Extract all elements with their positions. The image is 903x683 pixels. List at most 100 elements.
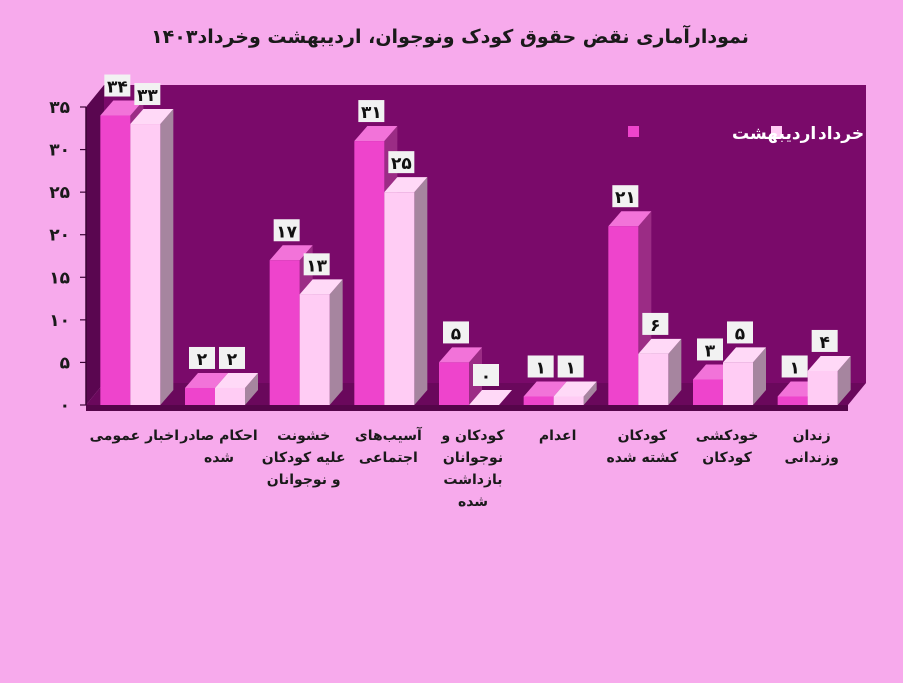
x-tick-label: خشونت علیه کودکان و نوجوانان: [262, 428, 346, 488]
data-label: ۰: [481, 367, 491, 387]
bar: [723, 362, 753, 405]
bar-group: ۲۵: [384, 151, 428, 405]
y-tick-label: ۰: [60, 396, 70, 416]
x-tick-label: اعدام: [539, 428, 577, 444]
data-label: ۳۳: [137, 86, 158, 106]
data-label-box: [358, 100, 385, 123]
bar-top: [523, 381, 567, 397]
data-label: ۳۴: [107, 78, 128, 98]
data-label-box: [612, 185, 639, 208]
y-tick-label: ۲۵: [49, 183, 70, 203]
data-label: ۲: [227, 350, 238, 370]
bar: [638, 353, 669, 405]
data-label-box: [443, 321, 469, 344]
data-label-box: [388, 151, 415, 174]
bar-top: [638, 338, 682, 354]
bar-group: ۵: [439, 321, 482, 405]
x-tick-label: خودکشی کودکان: [696, 428, 759, 466]
y-axis: ۰ ۵ ۱۰ ۱۵ ۲۰ ۲۵ ۳۰ ۳۵: [49, 98, 87, 416]
x-tick-label: اخبار عمومی: [90, 428, 179, 444]
data-label: ۵: [735, 324, 745, 344]
bar: [807, 370, 838, 405]
bar-top: [185, 372, 228, 388]
x-tick-label: کودکان کشته شده: [607, 428, 679, 466]
bar: [299, 294, 330, 405]
data-label: ۴: [819, 333, 829, 353]
y-tick-label: ۳۰: [49, 141, 70, 161]
bar-top: [439, 347, 482, 363]
bar: [608, 226, 639, 405]
bar-side: [668, 338, 682, 405]
bar-side: [753, 347, 766, 405]
plot-floor-edge: [86, 405, 848, 411]
data-label-box: [273, 219, 300, 242]
bar: [269, 260, 300, 405]
bar-group: ۰: [469, 364, 512, 405]
data-label: ۱: [565, 358, 575, 378]
bar: [439, 362, 469, 405]
data-label-box: [473, 364, 499, 386]
x-tick-label: آسیب‌های اجتماعی: [355, 426, 423, 466]
bar: [693, 379, 723, 405]
plot-side-wall: [86, 85, 104, 405]
bar-top: [807, 355, 851, 371]
data-label: ۱۷: [276, 222, 297, 242]
data-label: ۲۱: [615, 188, 636, 208]
legend-label: خرداد: [818, 124, 864, 144]
bar-group: ۴: [807, 329, 851, 405]
bar-top: [553, 381, 597, 397]
data-label: ۳: [705, 341, 716, 361]
bar-top: [723, 347, 766, 363]
data-label-box: [104, 74, 131, 97]
bar-top: [130, 109, 174, 125]
x-tick-label: زندان وزندانی: [785, 428, 839, 466]
data-label-box: [781, 355, 808, 378]
y-tick-label: ۲۰: [49, 226, 70, 246]
bar: [384, 192, 415, 405]
data-label-box: [189, 346, 215, 369]
y-tick-label: ۵: [60, 353, 70, 373]
bar-top: [269, 245, 313, 261]
y-tick-label: ۳۵: [49, 98, 70, 118]
data-label-box: [527, 355, 554, 378]
x-tick-label: کودکان و نوجوانان بازداشت شده: [440, 428, 505, 510]
bar-side: [329, 279, 343, 405]
data-label: ۱۳: [306, 256, 327, 276]
legend-swatch: [771, 126, 782, 137]
chart-title: نمودارآماری نقض حقوق کودک ونوجوان، اردیب…: [151, 24, 749, 48]
bar: [215, 387, 245, 405]
data-label-box: [303, 253, 330, 276]
bar-top: [608, 211, 652, 227]
bar: [523, 396, 554, 405]
data-label: ۵: [451, 324, 461, 344]
data-label-box: [219, 346, 245, 369]
data-label-box: [642, 312, 669, 335]
bar-group: ۳۳: [130, 83, 174, 406]
bar-group: ۶: [638, 312, 682, 405]
data-label-box: [727, 321, 753, 344]
data-label: ۲: [197, 350, 208, 370]
bar: [777, 396, 808, 405]
bar-side: [245, 372, 258, 405]
bar-group: ۱: [553, 355, 597, 405]
bar: [354, 141, 385, 406]
legend-label: اردیبهشت: [732, 124, 816, 144]
bar-top: [100, 100, 144, 116]
data-label: ۱: [789, 358, 799, 378]
y-tick-label: ۱۵: [49, 268, 70, 288]
bar-group: ۲: [185, 346, 228, 405]
legend-swatch: [628, 126, 639, 137]
bar-group: ۵: [723, 321, 766, 405]
data-label: ۶: [650, 316, 660, 336]
bar-side: [414, 177, 428, 405]
data-label: ۱: [535, 358, 545, 378]
bar-top: [299, 279, 343, 295]
data-label-box: [697, 338, 723, 361]
bar-top: [215, 372, 258, 388]
data-label-box: [557, 355, 584, 378]
data-label-box: [134, 83, 161, 106]
y-tick-label: ۱۰: [49, 311, 70, 331]
data-label: ۳۱: [361, 103, 382, 123]
bar-top: [469, 390, 512, 405]
